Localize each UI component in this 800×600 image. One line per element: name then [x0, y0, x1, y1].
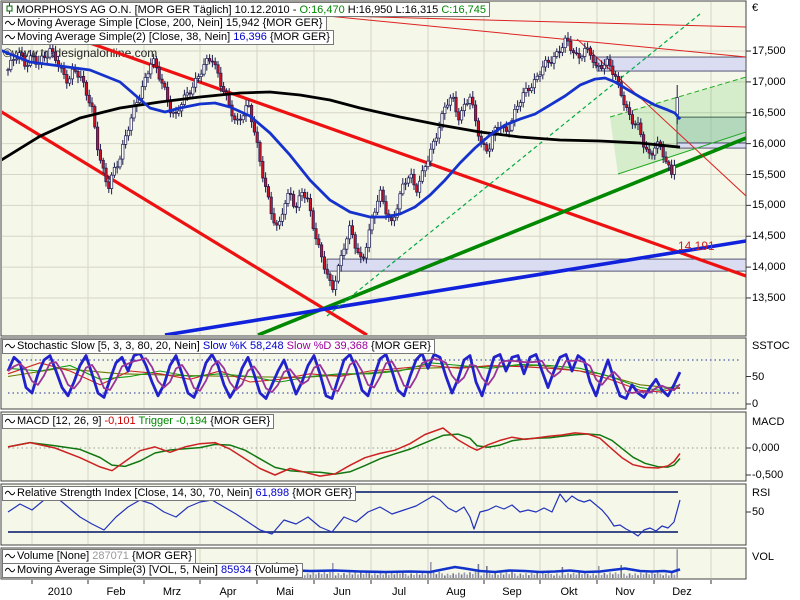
- volume-ma-params: Moving Average Simple(3) [VOL, 5, Nein]: [17, 564, 222, 576]
- legend-ma38-value: 16,396: [233, 31, 267, 43]
- x-axis-month-label: Feb: [106, 586, 126, 598]
- x-axis-month-label: Apr: [219, 586, 237, 598]
- stochastic-panel-plot[interactable]: [6, 352, 740, 400]
- trendlines[interactable]: [0, 4, 746, 335]
- wave-icon: [4, 20, 16, 26]
- stoch-k-value: Slow %K 58,248: [202, 340, 284, 352]
- volume-params: Volume [None]: [17, 550, 93, 562]
- price-axis-label: 17,000: [752, 75, 786, 88]
- price-axis-label: 16,500: [752, 106, 786, 119]
- stochastic-header[interactable]: Stochastic Slow [5, 3, 3, 80, 20, Nein] …: [2, 339, 435, 354]
- volume-symbol: {MOR GER}: [128, 550, 192, 562]
- legend-ma38-text: Moving Average Simple(2) [Close, 38, Nei…: [17, 31, 234, 43]
- x-axis-month-label: Okt: [560, 586, 578, 598]
- x-axis-month-label: Sep: [502, 586, 522, 598]
- volume-header[interactable]: Volume [None] 287071 {MOR GER}: [2, 549, 196, 564]
- rsi-value: 61,898: [255, 487, 290, 499]
- legend-close-value: C:16,745: [441, 4, 487, 16]
- candlesticks[interactable]: [6, 32, 679, 296]
- wave-icon: [4, 490, 16, 496]
- macd-trigger-value: Trigger -0,194: [135, 415, 208, 427]
- x-axis-month-label: Mai: [276, 586, 294, 598]
- price-axis-label: 14,000: [752, 261, 786, 274]
- moving-average-lines: [2, 49, 682, 219]
- rsi-params: Relative Strength Index [Close, 14, 30, …: [17, 487, 256, 499]
- volume-ma-header[interactable]: Moving Average Simple(3) [VOL, 5, Nein] …: [2, 563, 303, 578]
- stoch-axis-label: 50: [752, 370, 765, 383]
- price-axis-label: 15,000: [752, 199, 786, 212]
- legend-open-value: O:16,470: [299, 4, 345, 16]
- macd-params: MACD [12, 26, 9]: [17, 415, 105, 427]
- macd-axis-label: 0,000: [752, 442, 780, 454]
- x-axis-month-label: Dez: [672, 586, 692, 598]
- x-axis-month-label: Nov: [615, 586, 635, 598]
- volume-ma-value: 85934: [221, 564, 252, 576]
- macd-header[interactable]: MACD [12, 26, 9] -0,101 Trigger -0,194 {…: [2, 414, 275, 429]
- legend-instrument[interactable]: MORPHOSYS AG O.N. [MOR GER Täglich] 10.1…: [2, 2, 491, 17]
- price-axis-label: 15,500: [752, 168, 786, 181]
- x-axis-month-label: Jul: [391, 586, 407, 598]
- macd-axis-title: MACD: [752, 416, 785, 428]
- macd-symbol: {MOR GER}: [207, 415, 271, 427]
- x-axis-month-label: 2010: [47, 586, 73, 598]
- rsi-symbol: {MOR GER}: [289, 487, 353, 499]
- x-axis-month-label: Aug: [446, 586, 466, 598]
- wave-icon: [4, 343, 16, 349]
- price-axis-label: 14,500: [752, 230, 786, 243]
- stoch-axis-title: SSTOC: [752, 340, 790, 352]
- legend-ma200-text: Moving Average Simple [Close, 200, Nein]…: [17, 17, 323, 29]
- macd-axis-label: -0,500: [752, 469, 784, 481]
- x-axis-month-label: Mrz: [162, 586, 182, 598]
- stoch-d-value: Slow %D 39,368: [286, 340, 368, 352]
- macd-panel-plot[interactable]: [7, 427, 740, 477]
- price-axis-label: 17,500: [752, 45, 786, 58]
- vol-axis-title: VOL: [752, 551, 775, 563]
- currency-label: €: [752, 2, 759, 14]
- stoch-params: Stochastic Slow [5, 3, 3, 80, 20, Nein]: [17, 340, 203, 352]
- wave-icon: [4, 418, 16, 424]
- volume-ma-symbol: {Volume}: [251, 564, 299, 576]
- price-annotation-14191: 14,191: [678, 239, 715, 253]
- legend-ma200[interactable]: Moving Average Simple [Close, 200, Nein]…: [2, 16, 327, 31]
- price-axis-label: 16,000: [752, 137, 786, 150]
- volume-value: 287071: [92, 550, 129, 562]
- stoch-axis-label: 0: [752, 398, 759, 410]
- price-axis-label: 13,500: [752, 291, 786, 304]
- rsi-header[interactable]: Relative Strength Index [Close, 14, 30, …: [2, 486, 357, 501]
- stoch-symbol: {MOR GER}: [368, 340, 431, 352]
- wave-icon: [4, 34, 16, 40]
- wave-icon: [4, 567, 16, 573]
- axis-tick-marks: [31, 50, 751, 584]
- macd-value: -0,101: [104, 415, 136, 427]
- rsi-axis-label: 50: [752, 506, 765, 518]
- rsi-axis-title: RSI: [752, 487, 771, 499]
- legend-ma38-suffix: {MOR GER}: [266, 31, 330, 43]
- wave-icon: [4, 553, 16, 559]
- legend-highlow-text: H:16,950 L:16,315: [344, 4, 442, 16]
- legend-title-text: MORPHOSYS AG O.N. [MOR GER Täglich] 10.1…: [16, 4, 300, 16]
- candlestick-icon: [6, 3, 13, 14]
- legend-ma38[interactable]: Moving Average Simple(2) [Close, 38, Nei…: [2, 30, 334, 45]
- x-axis-month-label: Jun: [333, 586, 351, 598]
